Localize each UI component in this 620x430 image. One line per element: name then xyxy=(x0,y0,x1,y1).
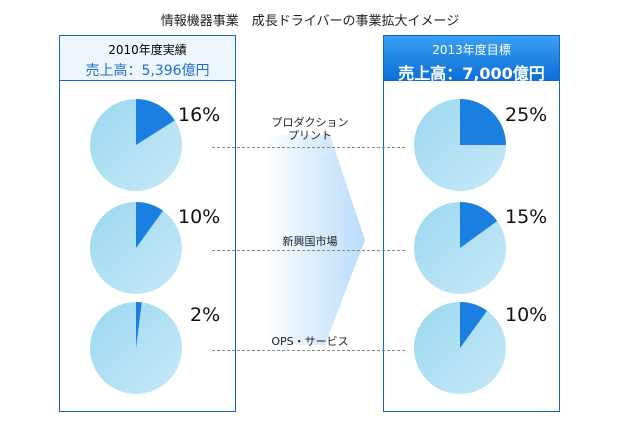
pct-label: 15% xyxy=(505,206,548,228)
category-label: OPS・サービス xyxy=(271,335,349,348)
year-label: 2010年度実績 xyxy=(108,43,187,57)
pie-slice xyxy=(460,302,488,348)
year-label: 2013年度目標 xyxy=(432,43,511,57)
pct-label: 10% xyxy=(178,206,221,228)
box-2010: 2010年度実績 売上高：5,396億円 xyxy=(59,35,236,412)
sales-label: 売上高：7,000億円 xyxy=(398,64,545,83)
pct-label: 2% xyxy=(190,304,221,326)
category-label: 新興国市場 xyxy=(282,235,338,248)
pct-label: 10% xyxy=(505,304,548,326)
divider-line xyxy=(212,250,405,251)
pie-slice xyxy=(136,302,142,348)
pct-label: 25% xyxy=(505,104,548,126)
header-2013: 2013年度目標 売上高：7,000億円 xyxy=(384,36,559,83)
pct-label: 16% xyxy=(178,104,221,126)
growth-arrow xyxy=(265,135,365,345)
pie-slice xyxy=(460,202,498,248)
header-2010: 2010年度実績 売上高：5,396億円 xyxy=(60,36,235,81)
category-label: プロダクション プリント xyxy=(271,116,349,142)
divider-line xyxy=(212,147,405,148)
diagram-title: 情報機器事業 成長ドライバーの事業拡大イメージ xyxy=(160,14,460,29)
pie-slice xyxy=(460,99,506,145)
pie-slice xyxy=(136,202,164,248)
box-2013: 2013年度目標 売上高：7,000億円 xyxy=(383,35,560,412)
divider-line xyxy=(212,350,405,351)
sales-label: 売上高：5,396億円 xyxy=(85,63,210,79)
pie-slice xyxy=(136,99,175,145)
